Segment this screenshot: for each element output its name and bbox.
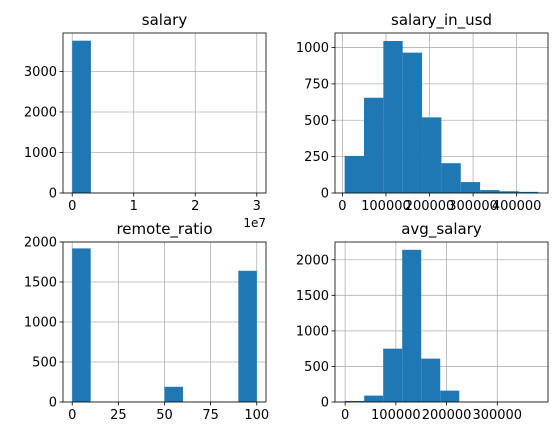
x-tick-label: 2	[191, 199, 199, 214]
histogram-bar	[422, 117, 442, 193]
histogram-bar	[441, 163, 461, 193]
y-tick-label: 1000	[24, 146, 57, 161]
x-tick-label: 3	[253, 199, 261, 214]
histogram-bar	[72, 40, 91, 194]
x-offset-label: 1e7	[243, 216, 266, 230]
y-tick-label: 0	[49, 187, 57, 202]
histogram-bar	[363, 97, 384, 193]
y-tick-label: 500	[304, 360, 329, 375]
x-tick-label: 0	[341, 408, 349, 423]
histogram-bar	[440, 390, 460, 402]
histogram-bar	[402, 249, 422, 402]
x-tick-label: 100000	[371, 408, 421, 423]
histogram-bar	[402, 52, 423, 193]
x-tick-label: 75	[202, 408, 219, 423]
x-tick-label: 0	[338, 199, 346, 214]
y-tick-label: 1500	[296, 289, 329, 304]
x-tick-label: 0	[68, 408, 76, 423]
y-tick-label: 0	[321, 396, 329, 411]
histogram-bar	[164, 386, 183, 402]
y-tick-label: 2000	[24, 236, 57, 251]
histogram-bar	[72, 248, 91, 402]
y-tick-label: 2000	[296, 253, 329, 268]
histogram-bar	[421, 358, 441, 402]
x-tick-label: 100000	[361, 199, 411, 214]
histogram-bar	[518, 191, 539, 193]
x-tick-label: 25	[110, 408, 127, 423]
axes-frame	[62, 32, 267, 194]
y-tick-label: 500	[304, 114, 329, 129]
axes-frame	[334, 32, 549, 194]
y-tick-label: 1000	[296, 324, 329, 339]
subplot-title: remote_ratio	[116, 220, 212, 239]
x-tick-label: 200000	[422, 408, 472, 423]
histogram-bar	[345, 400, 365, 402]
subplot-salary: 0 1 2 3 0 1000 2000 3000 salary 1e7	[24, 11, 267, 230]
histogram-bar	[480, 190, 500, 193]
y-tick-label: 750	[304, 77, 329, 92]
histogram-bar	[364, 395, 384, 402]
histogram-bar	[238, 270, 257, 402]
y-tick-label: 500	[32, 356, 57, 371]
subplot-title: salary	[142, 11, 188, 29]
histogram-bar	[460, 182, 481, 193]
x-tick-label: 1	[130, 199, 138, 214]
subplot-avg-salary: 0 100000 200000 300000 0 500 1000 1500 2000 avg_s…	[296, 220, 549, 423]
x-tick-label: 300000	[448, 199, 498, 214]
x-tick-label: 0	[68, 199, 76, 214]
axes-frame	[334, 241, 549, 403]
y-tick-label: 2000	[24, 105, 57, 120]
y-tick-label: 0	[49, 396, 57, 411]
x-tick-label: 50	[156, 408, 173, 423]
x-tick-label: 100	[244, 408, 269, 423]
y-tick-label: 250	[304, 150, 329, 165]
y-tick-label: 3000	[24, 65, 57, 80]
y-tick-label: 1000	[24, 316, 57, 331]
histogram-bar	[499, 191, 519, 193]
y-tick-label: 1000	[296, 41, 329, 56]
histogram-bar	[383, 41, 403, 193]
x-tick-label: 200000	[405, 199, 455, 214]
histogram-bar	[383, 348, 403, 402]
x-tick-label: 300000	[472, 408, 522, 423]
x-tick-label: 400000	[492, 199, 542, 214]
histogram-bar	[344, 155, 364, 193]
subplot-title: salary_in_usd	[391, 11, 492, 30]
subplot-title: avg_salary	[401, 220, 482, 239]
y-tick-label: 0	[321, 187, 329, 202]
y-tick-label: 1500	[24, 276, 57, 291]
